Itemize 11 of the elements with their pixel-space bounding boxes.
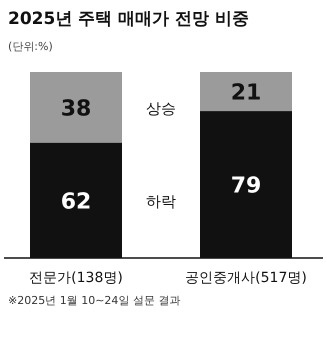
chart-title: 2025년 주택 매매가 전망 비중 — [8, 9, 249, 29]
data-label: 79 — [230, 174, 262, 199]
x-tick-label: 공인중개사(517명) — [185, 270, 307, 286]
text: ※2025년 1월 10~24일 설문 결과 — [8, 294, 180, 307]
series-label: 상승 — [146, 99, 176, 118]
x-tick-label: 전문가(138명) — [29, 270, 123, 286]
chart-subtitle: (단위:%) — [8, 40, 53, 53]
data-label: 38 — [60, 96, 92, 122]
series-label: 하락 — [146, 192, 176, 210]
data-label: 21 — [230, 80, 262, 106]
data-label: 62 — [60, 189, 92, 214]
